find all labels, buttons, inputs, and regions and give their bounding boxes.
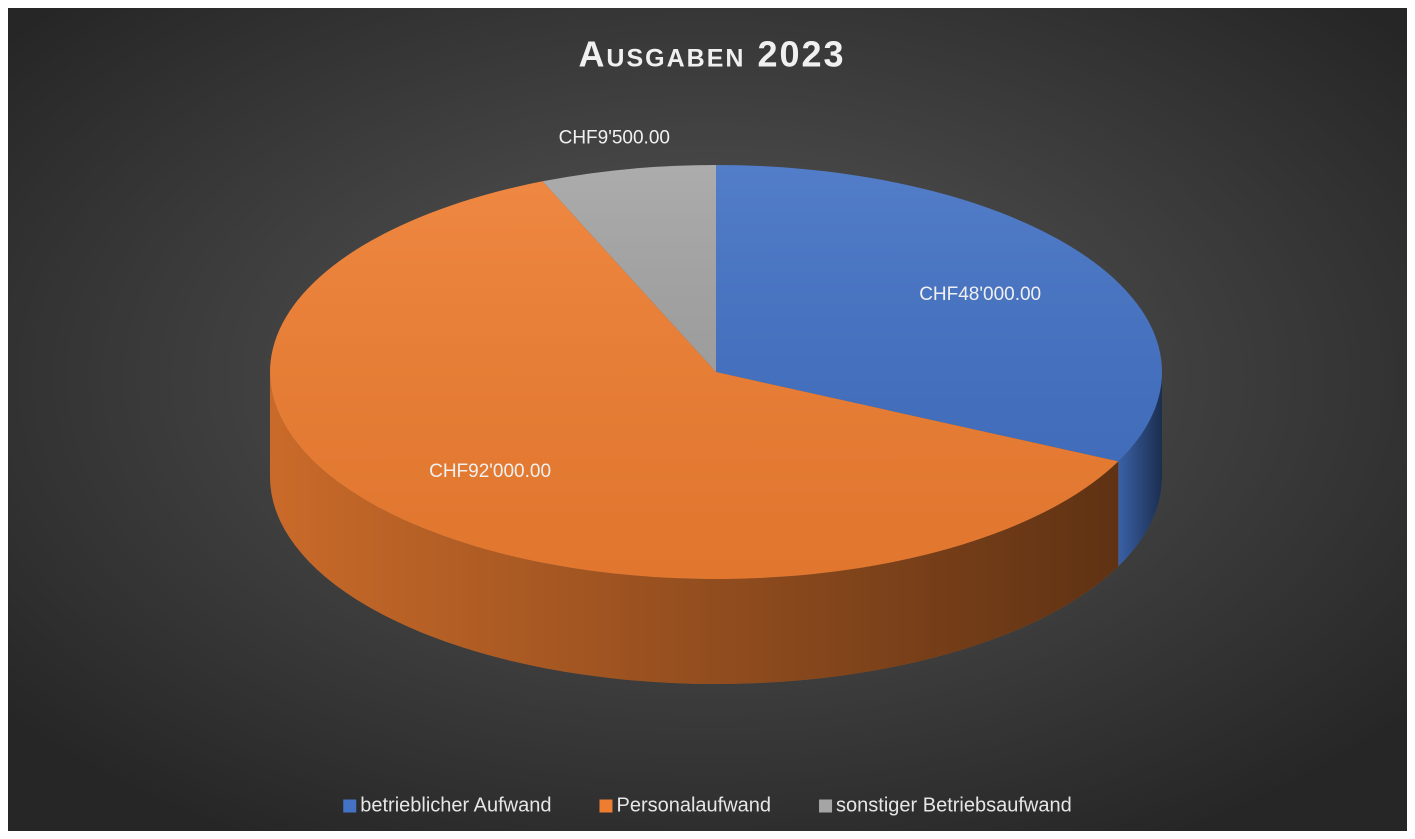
legend-swatch bbox=[819, 799, 833, 813]
slice-highlight bbox=[716, 165, 1162, 462]
legend-swatch bbox=[343, 799, 357, 813]
data-label: CHF48'000.00 bbox=[919, 284, 1041, 305]
chart-title: Ausgaben 2023 bbox=[578, 34, 845, 75]
legend-label: betrieblicher Aufwand bbox=[360, 794, 551, 816]
slice-highlight bbox=[270, 181, 1119, 579]
data-label: CHF92'000.00 bbox=[429, 461, 551, 482]
slice-side-shade bbox=[1118, 372, 1162, 567]
data-label: CHF9'500.00 bbox=[559, 128, 670, 149]
legend-label: sonstiger Betriebsaufwand bbox=[836, 794, 1072, 816]
legend-label: Personalaufwand bbox=[616, 794, 771, 816]
slice-highlight bbox=[542, 165, 716, 372]
slice-side-shade bbox=[270, 372, 1119, 685]
legend-swatch bbox=[599, 799, 613, 813]
